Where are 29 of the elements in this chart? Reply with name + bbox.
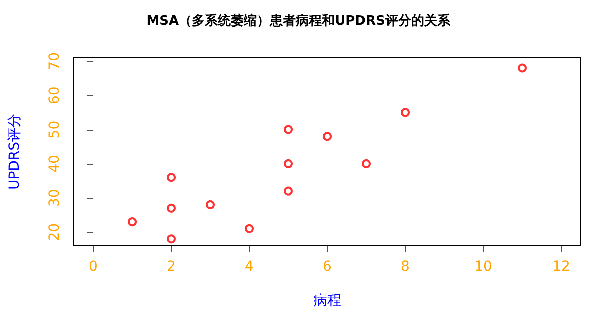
- x-tick-label: 8: [401, 259, 410, 275]
- point: [167, 173, 176, 182]
- x-tick-label: 4: [245, 259, 254, 275]
- y-tick-label: 40: [47, 155, 63, 173]
- y-tick-label: 30: [47, 189, 63, 208]
- point: [206, 200, 215, 210]
- point: [167, 234, 176, 244]
- x-tick-label: 2: [167, 259, 176, 275]
- point: [128, 218, 137, 227]
- point: [518, 64, 527, 73]
- y-tick-label: 20: [47, 223, 63, 242]
- point: [284, 186, 293, 196]
- x-axis-title: 病程: [314, 293, 342, 309]
- x-tick-label: 6: [323, 259, 332, 275]
- x-tick-label: 12: [552, 259, 570, 275]
- point: [284, 125, 293, 134]
- point: [362, 159, 371, 168]
- x-tick-label: 0: [89, 259, 98, 275]
- y-tick-label: 60: [47, 86, 63, 105]
- point: [401, 108, 410, 118]
- chart-title: MSA（多系统萎缩）患者病程和UPDRS评分的关系: [146, 13, 452, 29]
- y-axis-title: UPDRS评分: [7, 114, 23, 190]
- point: [245, 224, 254, 234]
- x-tick-label: 10: [474, 259, 492, 275]
- point: [323, 132, 332, 142]
- y-tick-label: 50: [47, 120, 63, 139]
- point: [284, 159, 293, 168]
- point: [167, 204, 176, 213]
- y-tick-label: 70: [47, 52, 63, 70]
